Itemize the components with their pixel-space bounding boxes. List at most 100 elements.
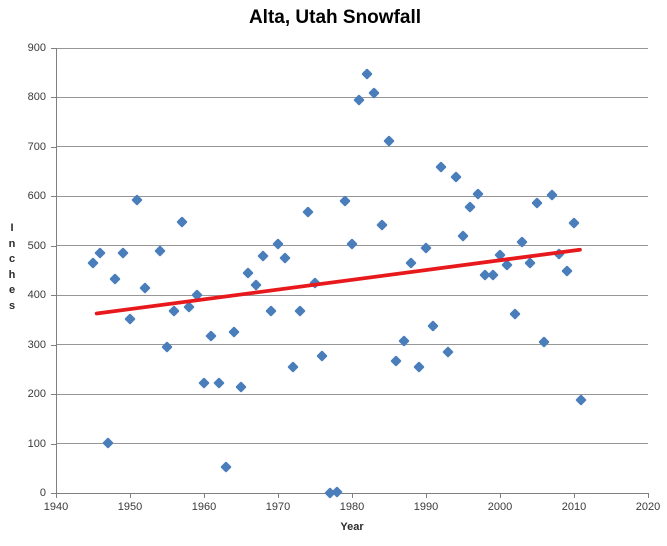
data-point-diamond	[553, 248, 565, 260]
y-tick-mark	[51, 146, 56, 148]
data-point-diamond	[168, 305, 181, 317]
y-tick-mark	[51, 493, 56, 494]
chart-title: Alta, Utah Snowfall	[248, 7, 422, 28]
data-point-diamond	[257, 250, 269, 262]
data-point-diamond	[176, 216, 188, 228]
data-point-diamond	[87, 257, 99, 269]
y-gridline	[56, 96, 648, 98]
data-point-diamond	[287, 361, 299, 373]
y-tick-label: 700	[27, 140, 46, 153]
data-point-diamond	[464, 201, 477, 213]
y-tick-label: 800	[27, 91, 46, 104]
y-gridline	[56, 146, 648, 148]
data-point-diamond	[501, 259, 514, 271]
y-tick-mark	[51, 48, 56, 49]
data-point-diamond	[405, 257, 417, 269]
y-gridline	[56, 294, 648, 296]
data-point-diamond	[427, 320, 440, 332]
y-gridline	[56, 47, 648, 49]
x-tick-label: 1950	[117, 501, 143, 513]
x-tick-mark	[56, 493, 57, 498]
y-tick-mark	[51, 97, 56, 99]
y-tick-mark	[51, 344, 56, 346]
y-tick-mark	[51, 394, 56, 396]
data-point-diamond	[346, 238, 358, 250]
x-tick-mark	[426, 493, 427, 498]
data-point-diamond	[139, 282, 151, 294]
y-tick-label: 200	[27, 388, 46, 401]
y-tick-label: 0	[39, 487, 46, 499]
data-point-diamond	[124, 313, 136, 325]
data-point-diamond	[494, 249, 506, 261]
data-point-diamond	[560, 265, 573, 278]
y-tick-mark	[51, 295, 56, 297]
data-point-diamond	[279, 252, 292, 264]
data-point-diamond	[331, 486, 343, 498]
data-point-diamond	[294, 305, 306, 317]
data-point-diamond	[486, 269, 499, 281]
data-point-diamond	[435, 160, 447, 173]
data-point-diamond	[264, 305, 277, 317]
data-point-diamond	[213, 377, 225, 389]
y-gridline	[56, 344, 648, 346]
y-gridline	[56, 393, 648, 395]
y-tick-mark	[51, 443, 56, 445]
data-point-diamond	[568, 217, 580, 229]
data-point-diamond	[309, 277, 321, 289]
data-point-diamond	[316, 349, 329, 362]
x-tick-mark	[574, 493, 575, 498]
data-point-diamond	[375, 219, 388, 231]
x-tick-label: 2000	[487, 501, 513, 513]
x-tick-label: 2020	[635, 501, 661, 513]
data-point-diamond	[250, 279, 262, 291]
data-point-diamond	[412, 361, 425, 373]
data-point-diamond	[161, 341, 173, 353]
x-tick-label: 1980	[339, 501, 365, 513]
x-axis-title: Year	[340, 521, 364, 533]
x-tick-label: 1970	[265, 501, 291, 513]
y-gridline	[56, 443, 648, 445]
data-point-diamond	[153, 245, 166, 257]
data-point-diamond	[546, 189, 558, 201]
y-tick-label: 300	[27, 338, 46, 351]
x-tick-mark	[500, 493, 501, 498]
y-tick-mark	[51, 196, 56, 198]
data-point-diamond	[227, 326, 240, 338]
data-point-diamond	[516, 236, 528, 248]
x-tick-mark	[648, 493, 649, 498]
x-tick-mark	[352, 493, 353, 498]
data-point-diamond	[183, 301, 195, 313]
data-point-diamond	[190, 289, 203, 301]
data-point-diamond	[575, 394, 588, 406]
data-point-diamond	[420, 242, 432, 254]
y-gridline	[56, 195, 648, 197]
data-point-diamond	[109, 273, 121, 285]
data-point-diamond	[353, 94, 366, 106]
data-point-diamond	[457, 230, 469, 243]
x-tick-label: 1960	[191, 501, 217, 513]
data-point-diamond	[361, 68, 373, 80]
data-point-diamond	[235, 381, 247, 393]
data-point-diamond	[390, 355, 403, 367]
data-point-diamond	[442, 346, 454, 358]
x-tick-mark	[204, 493, 205, 498]
data-point-diamond	[383, 135, 395, 147]
y-tick-label: 900	[27, 42, 46, 54]
data-point-diamond	[449, 170, 462, 183]
data-point-diamond	[198, 377, 210, 389]
data-point-diamond	[301, 206, 314, 218]
data-point-diamond	[220, 461, 232, 473]
y-tick-label: 600	[27, 190, 46, 203]
x-tick-label: 2010	[561, 501, 587, 513]
data-point-diamond	[338, 195, 351, 207]
x-tick-mark	[130, 493, 131, 498]
data-point-diamond	[472, 188, 484, 200]
data-point-diamond	[272, 238, 284, 250]
data-point-diamond	[538, 336, 551, 348]
data-point-diamond	[523, 256, 536, 269]
data-point-diamond	[242, 267, 255, 279]
x-tick-label: 1940	[43, 501, 69, 513]
data-point-diamond	[102, 436, 114, 449]
x-tick-label: 1990	[413, 501, 439, 513]
